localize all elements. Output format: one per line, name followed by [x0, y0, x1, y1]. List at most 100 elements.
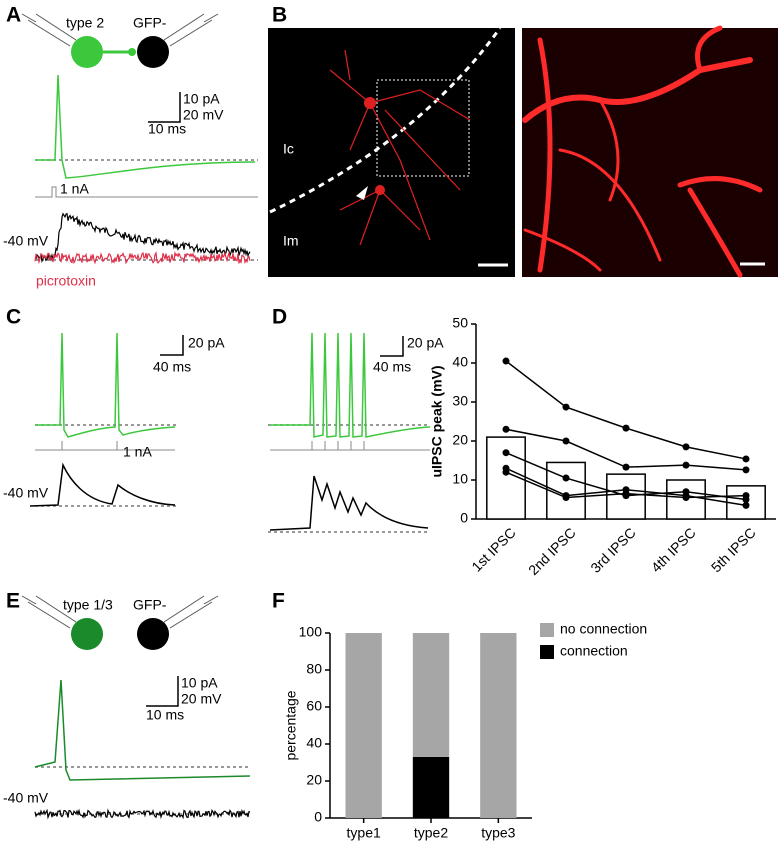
scale-label: 20 pA: [188, 335, 225, 351]
scale-label: 10 ms: [148, 121, 186, 137]
bar-segment: [412, 633, 450, 757]
trace: [34, 250, 251, 265]
marker: [622, 424, 630, 432]
stim-label: 1 nA: [60, 181, 89, 197]
holding-label: -40 mV: [3, 233, 49, 249]
panel-label: E: [6, 590, 20, 613]
legend-label: connection: [560, 643, 628, 659]
panel-label: B: [272, 4, 287, 27]
dendrites: [522, 25, 763, 278]
bar-segment: [345, 633, 382, 818]
x-tick-label: 2nd IPSC: [525, 524, 579, 578]
soma: [364, 97, 376, 109]
soma: [375, 185, 385, 195]
bar-segment: [412, 756, 450, 818]
scale-label: 40 ms: [373, 359, 411, 375]
holding-label: -40 mV: [3, 485, 49, 501]
pipette: [163, 595, 219, 629]
y-axis-label: uIPSC peak (mV): [429, 365, 445, 477]
scale-label: 10 ms: [146, 707, 184, 723]
holding-label: -40 mV: [3, 790, 49, 806]
marker: [502, 357, 510, 365]
y-tick-label: 20: [306, 772, 322, 788]
x-tick-label: 3rd IPSC: [587, 524, 638, 575]
panel-d-traces: 20 pA 40 ms: [268, 332, 444, 533]
legend-swatch: [540, 645, 554, 659]
legend-swatch: [540, 623, 554, 637]
traces: [34, 212, 251, 265]
scale-label: 10 pA: [181, 675, 218, 691]
panel-a: type 2 GFP- 10 pA 20 mV 10 ms 1 nA -40 m…: [3, 13, 258, 289]
scale-label: 20 mV: [183, 107, 224, 123]
scale-label: 10 pA: [183, 91, 220, 107]
trace: [34, 808, 251, 820]
pipette: [21, 13, 77, 47]
panel-c: 20 pA 40 ms 1 nA -40 mV: [3, 332, 225, 507]
bar: [546, 461, 586, 520]
legend-label: no connection: [560, 621, 647, 637]
y-tick-label: 0: [460, 510, 468, 526]
cell-label: GFP-: [133, 597, 167, 613]
scale-label: 20 pA: [407, 335, 444, 351]
x-tick-label: 1st IPSC: [468, 524, 518, 574]
image: [268, 28, 515, 277]
trace: [269, 475, 429, 531]
x-tick-label: 5th IPSC: [708, 524, 759, 575]
marker: [742, 492, 750, 500]
region-label: Ic: [283, 141, 294, 157]
x-tick-label: type2: [414, 825, 448, 841]
cell: [71, 618, 103, 650]
region-label: Im: [283, 233, 299, 249]
scale-label: 40 ms: [153, 359, 191, 375]
panel-label: F: [272, 590, 285, 613]
panel-label: D: [272, 306, 287, 329]
marker: [742, 455, 750, 463]
stim-label: 1 nA: [123, 444, 152, 460]
y-tick-label: 80: [306, 661, 322, 677]
marker: [562, 437, 570, 445]
trace: [29, 462, 176, 507]
scale-bar: [160, 335, 184, 356]
marker: [682, 494, 690, 502]
arrowhead: [356, 186, 368, 200]
cell-label: GFP-: [133, 15, 167, 31]
synapse: [128, 48, 136, 56]
cell-label: type 1/3: [63, 597, 113, 613]
panel-label: A: [6, 4, 21, 27]
trace: [270, 332, 431, 438]
marker: [562, 403, 570, 411]
y-tick-label: 50: [452, 315, 468, 331]
y-tick-label: 30: [452, 393, 468, 409]
cell: [137, 618, 169, 650]
marker: [682, 443, 690, 451]
marker: [622, 463, 630, 471]
marker: [502, 468, 510, 476]
traces: [34, 808, 251, 820]
y-tick-label: 20: [452, 432, 468, 448]
trace: [35, 74, 256, 179]
inset-box: [376, 79, 470, 177]
drug-label: picrotoxin: [36, 273, 96, 289]
scale-label: 20 mV: [181, 691, 222, 707]
marker: [742, 466, 750, 474]
y-tick-label: 10: [452, 471, 468, 487]
y-axis-label: percentage: [283, 690, 299, 760]
scale-bar: [380, 336, 404, 357]
y-tick-label: 40: [306, 735, 322, 751]
bar-segment: [480, 633, 517, 818]
y-tick-label: 0: [314, 809, 322, 825]
pipette: [21, 595, 77, 629]
marker: [682, 461, 690, 469]
panel-label: C: [6, 306, 21, 329]
cell: [71, 36, 103, 68]
marker: [502, 449, 510, 457]
marker: [742, 501, 750, 509]
trace: [34, 679, 251, 781]
y-tick-label: 60: [306, 698, 322, 714]
stimulus: [35, 186, 258, 198]
trace: [35, 332, 176, 438]
pipette: [163, 13, 219, 47]
x-tick-label: type3: [481, 825, 515, 841]
stimulus: [35, 441, 175, 451]
